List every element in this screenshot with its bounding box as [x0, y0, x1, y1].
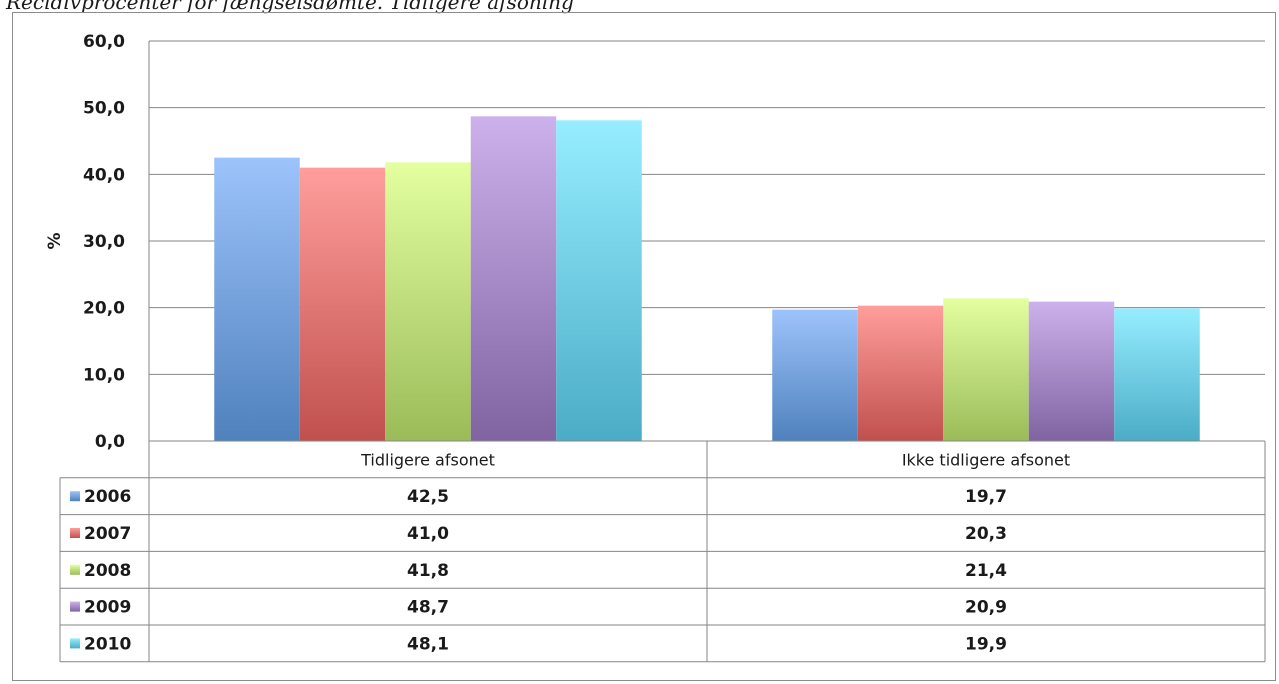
page-title: Recidivprocenter for fængselsdømte. Tidl…	[6, 0, 574, 14]
bar-2006-1	[772, 309, 858, 441]
data-label-2010-0: 48,1	[407, 634, 449, 654]
bar-2009-0	[470, 116, 557, 441]
legend-swatch-2009	[70, 601, 80, 612]
legend-label-2007: 2007	[84, 524, 131, 544]
chart-frame	[12, 12, 1276, 681]
y-axis-label: %	[45, 232, 65, 249]
y-tick-label: 0,0	[95, 432, 125, 452]
y-tick-label: 50,0	[83, 99, 125, 119]
bar-2006-0	[214, 157, 300, 441]
y-tick-label: 30,0	[83, 232, 125, 252]
data-label-2010-1: 19,9	[965, 634, 1007, 654]
legend-swatch-2006	[70, 491, 80, 502]
data-label-2006-0: 42,5	[407, 487, 449, 507]
data-label-2007-1: 20,3	[965, 524, 1007, 544]
x-category-label: Tidligere afsonet	[360, 450, 495, 469]
legend-label-2009: 2009	[84, 598, 131, 618]
bar-2008-0	[385, 162, 471, 442]
bar-2010-1	[1114, 308, 1200, 441]
bar-2009-1	[1028, 301, 1115, 441]
bar-2010-0	[556, 120, 642, 441]
legend-label-2010: 2010	[84, 634, 131, 654]
legend-swatch-2010	[70, 638, 80, 649]
y-tick-label: 60,0	[83, 32, 125, 52]
bar-2008-1	[943, 298, 1029, 441]
x-category-label: Ikke tidligere afsonet	[902, 450, 1070, 469]
data-label-2007-0: 41,0	[407, 524, 449, 544]
y-tick-label: 40,0	[83, 165, 125, 185]
data-label-2009-1: 20,9	[965, 598, 1007, 618]
y-tick-label: 10,0	[83, 365, 125, 385]
bar-2007-1	[857, 305, 944, 441]
data-label-2008-1: 21,4	[965, 561, 1007, 581]
data-label-2006-1: 19,7	[965, 487, 1007, 507]
bar-2007-0	[299, 167, 386, 441]
legend-label-2006: 2006	[84, 487, 131, 507]
legend-label-2008: 2008	[84, 561, 131, 581]
data-label-2009-0: 48,7	[407, 598, 449, 618]
legend-swatch-2007	[70, 528, 80, 538]
data-label-2008-0: 41,8	[407, 561, 449, 581]
y-tick-label: 20,0	[83, 299, 125, 319]
legend-swatch-2008	[70, 564, 80, 575]
